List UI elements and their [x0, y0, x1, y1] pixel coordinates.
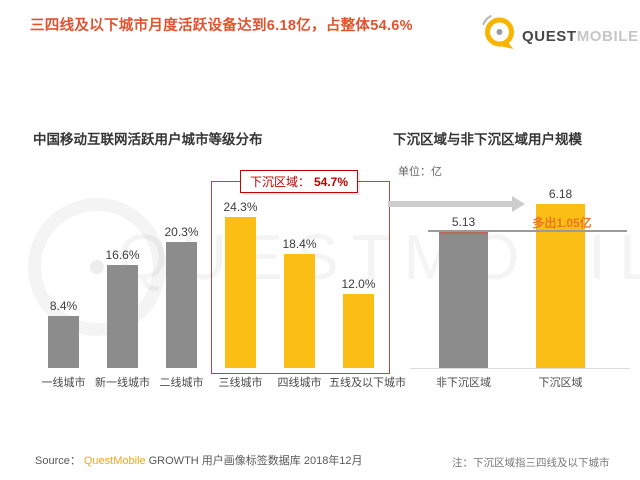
source-brand: QuestMobile — [83, 455, 146, 467]
bar — [107, 265, 138, 368]
unit-label: 单位：亿 — [398, 166, 442, 178]
category-label: 一线城市 — [41, 377, 86, 389]
category-label: 四线城市 — [277, 377, 322, 389]
bar-value-label: 8.4% — [49, 299, 78, 313]
reference-line — [428, 230, 627, 232]
bar-column: 16.6% — [93, 178, 152, 368]
source-line: Source： QuestMobile GROWTH 用户画像标签数据库 2018年… — [35, 452, 363, 468]
watermark-dot-icon — [90, 260, 104, 274]
bar-column: 20.3% — [152, 178, 211, 368]
sinking-region-annotation: 下沉区域： 54.7% — [239, 170, 359, 193]
right-chart-category-labels: 非下沉区域 下沉区域 — [415, 374, 609, 390]
source-label: Source： — [35, 455, 81, 467]
difference-label: 多出1.05亿 — [532, 216, 592, 230]
footnote: 注：下沉区域指三四线及以下城市 — [452, 457, 610, 469]
page-title: 三四线及以下城市月度活跃设备达到6.18亿，占整体54.6% — [30, 18, 413, 34]
bar — [284, 254, 315, 368]
bar — [166, 242, 197, 368]
bar-value-label: 18.4% — [282, 237, 317, 251]
right-chart-axis-line — [410, 368, 630, 369]
right-chart-title: 下沉区域与非下沉区域用户规模 — [393, 132, 582, 147]
bar-value-label: 12.0% — [341, 277, 376, 291]
bar-value-label: 5.13 — [451, 215, 476, 229]
questmobile-logo-text: QUESTMOBILE — [522, 28, 639, 45]
left-chart-plot: 8.4% 16.6% 20.3% 24.3% 18.4% 12.0% — [34, 178, 388, 368]
sinking-region-annotation-label: 下沉区域： — [249, 175, 310, 189]
arrow-right-icon — [388, 196, 525, 212]
logo-text-mobile: MOBILE — [576, 28, 639, 45]
bar-value-label: 6.18 — [548, 187, 573, 201]
left-chart-category-labels: 一线城市 新一线城市 二线城市 三线城市 四线城市 五线及以下城市 — [34, 374, 407, 390]
category-label: 二线城市 — [159, 377, 204, 389]
category-label: 三线城市 — [218, 377, 263, 389]
category-label: 五线及以下城市 — [329, 377, 406, 389]
bar — [343, 294, 374, 368]
category-label: 新一线城市 — [95, 377, 150, 389]
left-chart-title: 中国移动互联网活跃用户城市等级分布 — [33, 132, 263, 147]
bar-value-label: 16.6% — [105, 248, 140, 262]
bar-column: 12.0% — [329, 178, 388, 368]
bar — [48, 316, 79, 368]
source-text: GROWTH 用户画像标签数据库 2018年12月 — [148, 455, 363, 467]
bar — [439, 232, 488, 368]
bar-value-label: 20.3% — [164, 225, 199, 239]
bar-value-label: 24.3% — [223, 200, 258, 214]
questmobile-logo-icon — [477, 10, 519, 59]
bar-column: 5.13 — [415, 178, 512, 368]
bar-column: 8.4% — [34, 178, 93, 368]
arrow-head-icon — [512, 196, 525, 212]
bar — [225, 217, 256, 368]
bar-column: 6.18 — [512, 178, 609, 368]
bar-column: 18.4% — [270, 178, 329, 368]
category-label: 下沉区域 — [538, 377, 583, 389]
logo-text-quest: QUEST — [522, 28, 577, 45]
category-label: 非下沉区域 — [436, 377, 491, 389]
sinking-region-annotation-value: 54.7% — [313, 175, 349, 189]
bar-column: 24.3% — [211, 178, 270, 368]
sinking-region-highlight-box — [211, 181, 390, 374]
questmobile-logo: QUESTMOBILE — [477, 10, 639, 59]
